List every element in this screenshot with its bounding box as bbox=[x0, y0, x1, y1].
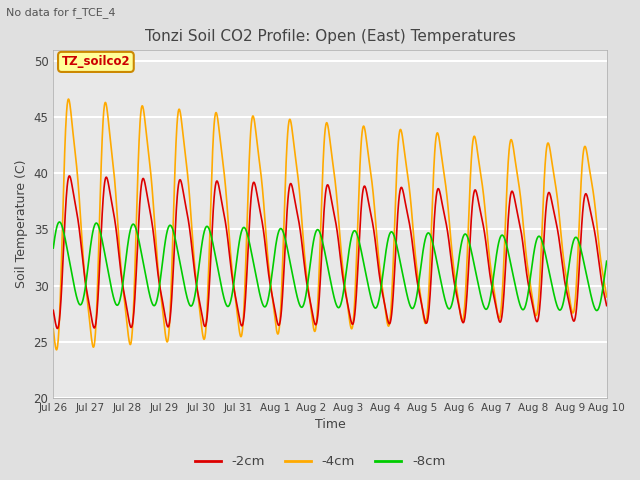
Y-axis label: Soil Temperature (C): Soil Temperature (C) bbox=[15, 160, 28, 288]
Line: -4cm: -4cm bbox=[53, 99, 607, 350]
-2cm bbox=[278, 294, 286, 300]
-4cm bbox=[428, 219, 435, 225]
-2cm bbox=[168, 290, 176, 296]
-2cm bbox=[257, 212, 265, 218]
-4cm bbox=[603, 294, 611, 300]
Line: -8cm: -8cm bbox=[53, 222, 607, 311]
X-axis label: Time: Time bbox=[315, 419, 346, 432]
-8cm bbox=[276, 227, 284, 233]
-4cm bbox=[82, 282, 90, 288]
-4cm bbox=[278, 265, 286, 271]
Text: No data for f_TCE_4: No data for f_TCE_4 bbox=[6, 7, 116, 18]
-2cm bbox=[54, 325, 61, 331]
-4cm bbox=[168, 260, 176, 265]
-8cm bbox=[593, 308, 600, 313]
-8cm bbox=[168, 224, 175, 230]
Line: -2cm: -2cm bbox=[53, 176, 607, 328]
-8cm bbox=[428, 235, 435, 240]
-2cm bbox=[49, 307, 57, 313]
-4cm bbox=[257, 171, 265, 177]
-8cm bbox=[257, 295, 264, 300]
Legend: -2cm, -4cm, -8cm: -2cm, -4cm, -8cm bbox=[189, 450, 451, 473]
-8cm bbox=[49, 245, 57, 251]
-8cm bbox=[81, 285, 89, 290]
-2cm bbox=[276, 321, 284, 326]
-4cm bbox=[65, 96, 72, 102]
-2cm bbox=[603, 303, 611, 309]
-4cm bbox=[276, 321, 284, 327]
-4cm bbox=[52, 347, 60, 353]
-2cm bbox=[82, 281, 90, 287]
-2cm bbox=[428, 265, 435, 271]
-8cm bbox=[56, 219, 63, 225]
-8cm bbox=[278, 227, 286, 232]
-2cm bbox=[65, 173, 73, 179]
-8cm bbox=[603, 258, 611, 264]
Text: TZ_soilco2: TZ_soilco2 bbox=[61, 55, 130, 69]
Title: Tonzi Soil CO2 Profile: Open (East) Temperatures: Tonzi Soil CO2 Profile: Open (East) Temp… bbox=[145, 29, 515, 44]
-4cm bbox=[49, 326, 57, 332]
